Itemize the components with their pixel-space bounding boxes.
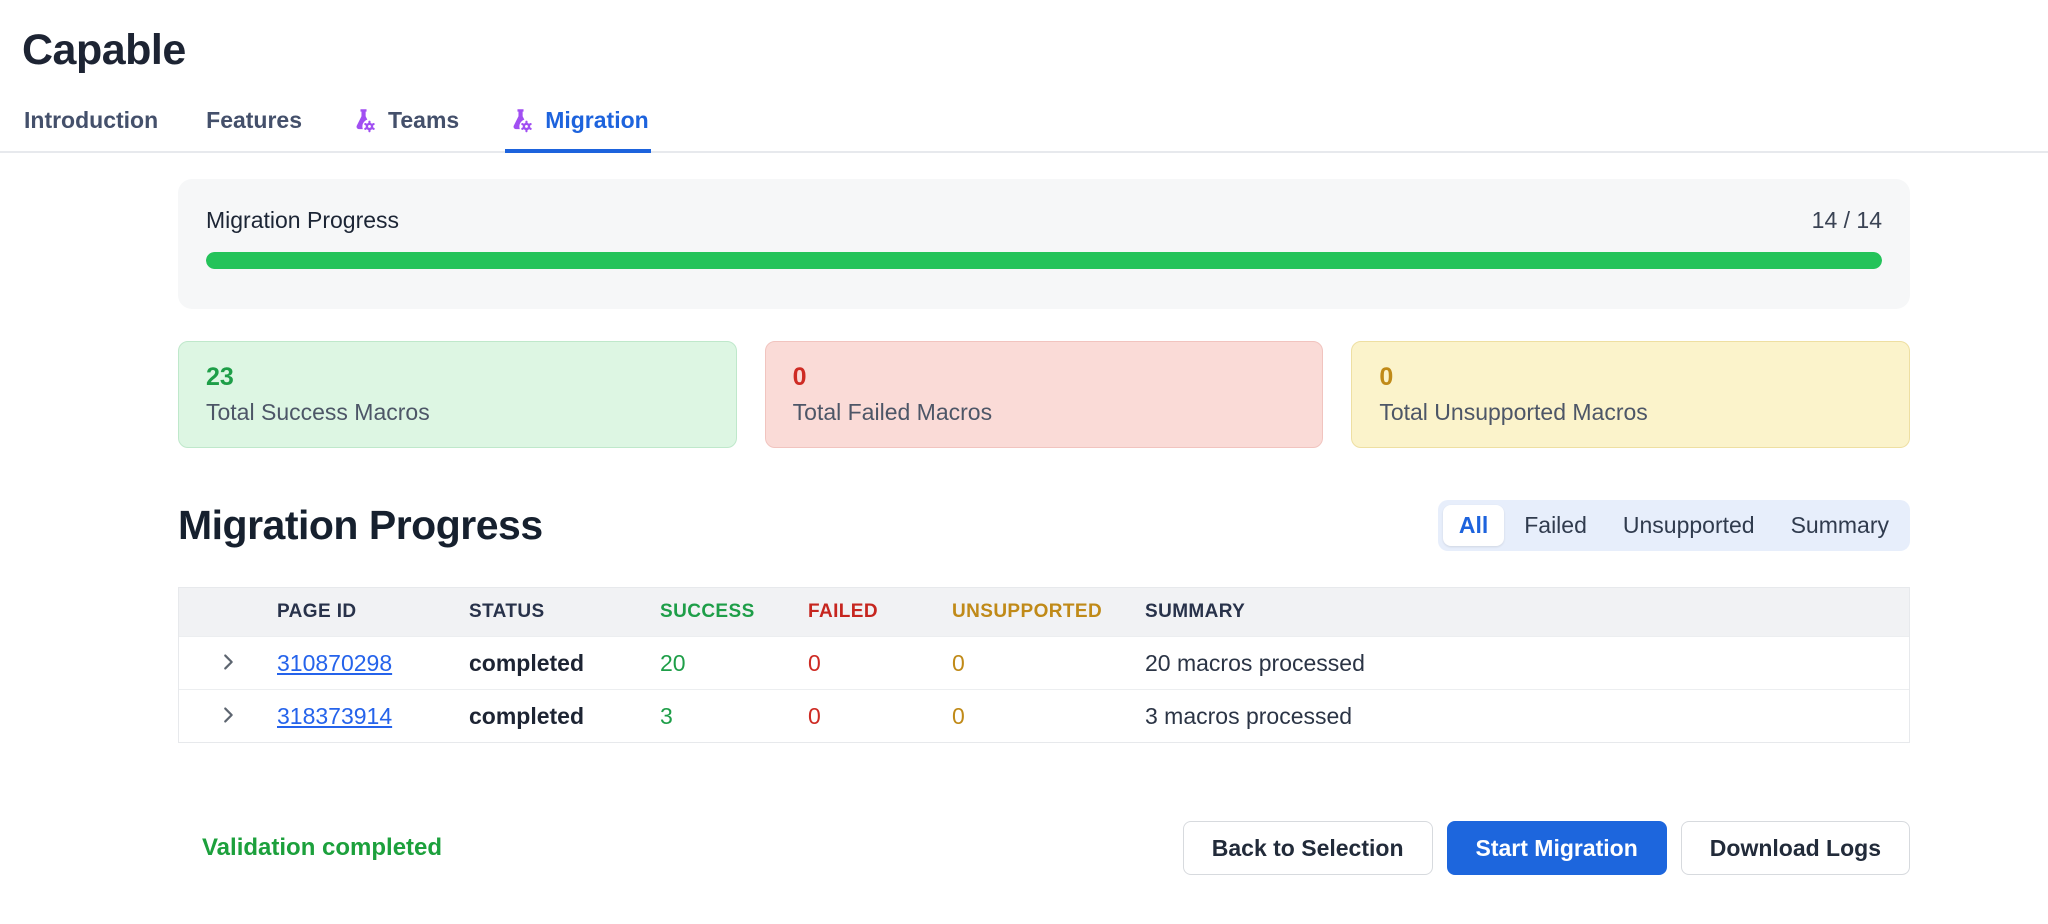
stat-card-success: 23 Total Success Macros <box>178 341 737 448</box>
col-header-success: SUCCESS <box>660 601 755 622</box>
main-content: Migration Progress 14 / 14 23 Total Succ… <box>178 179 1910 875</box>
migration-table: PAGE ID STATUS SUCCESS FAILED UNSUPPORTE… <box>178 587 1910 743</box>
status-cell: completed <box>469 649 585 676</box>
section-title: Migration Progress <box>178 502 543 548</box>
stat-value: 23 <box>206 363 234 391</box>
progress-count: 14 / 14 <box>1811 207 1882 233</box>
page-id-link[interactable]: 310870298 <box>277 649 393 676</box>
tab-bar: Introduction Features Teams Migration <box>0 101 2048 153</box>
page-id-link[interactable]: 318373914 <box>277 702 393 729</box>
stat-label: Total Success Macros <box>206 399 430 425</box>
tab-label: Migration <box>545 107 649 133</box>
col-header-failed: FAILED <box>808 601 878 622</box>
migration-progress-card: Migration Progress 14 / 14 <box>178 179 1910 309</box>
summary-cell: 3 macros processed <box>1145 702 1353 729</box>
table-row: 318373914 completed 3 0 0 3 macros proce… <box>179 689 1909 742</box>
filter-failed[interactable]: Failed <box>1524 512 1587 538</box>
success-cell: 3 <box>660 702 673 729</box>
status-cell: completed <box>469 702 585 729</box>
table-row: 310870298 completed 20 0 0 20 macros pro… <box>179 636 1909 689</box>
failed-cell: 0 <box>808 649 821 676</box>
flask-gear-icon <box>507 107 534 134</box>
back-to-selection-button[interactable]: Back to Selection <box>1182 821 1433 875</box>
footer-bar: Validation completed Back to Selection S… <box>178 821 1910 875</box>
stat-value: 0 <box>792 363 807 391</box>
tab-introduction[interactable]: Introduction <box>22 101 160 153</box>
table-header-row: PAGE ID STATUS SUCCESS FAILED UNSUPPORTE… <box>179 588 1909 636</box>
col-header-unsupported: UNSUPPORTED <box>952 601 1103 622</box>
app-header: Capable <box>0 0 2048 75</box>
stat-card-unsupported: 0 Total Unsupported Macros <box>1351 341 1910 448</box>
failed-cell: 0 <box>808 702 821 729</box>
progress-bar-fill <box>206 252 1882 269</box>
col-header-page-id: PAGE ID <box>277 601 357 622</box>
stat-label: Total Failed Macros <box>792 399 993 425</box>
success-cell: 20 <box>660 649 686 676</box>
progress-bar-track <box>206 252 1882 269</box>
tab-teams[interactable]: Teams <box>348 101 461 153</box>
tab-label: Features <box>206 107 303 133</box>
filter-unsupported[interactable]: Unsupported <box>1622 512 1755 538</box>
download-logs-button[interactable]: Download Logs <box>1680 821 1910 875</box>
filter-summary[interactable]: Summary <box>1790 512 1889 538</box>
tab-migration[interactable]: Migration <box>505 101 651 153</box>
tab-features[interactable]: Features <box>204 101 304 153</box>
flask-gear-icon <box>350 107 377 134</box>
filter-segmented-control: All Failed Unsupported Summary <box>1437 500 1910 551</box>
stat-cards-row: 23 Total Success Macros 0 Total Failed M… <box>178 341 1910 448</box>
col-header-status: STATUS <box>469 601 545 622</box>
stat-label: Total Unsupported Macros <box>1379 399 1648 425</box>
start-migration-button[interactable]: Start Migration <box>1446 821 1667 875</box>
unsupported-cell: 0 <box>952 702 965 729</box>
summary-cell: 20 macros processed <box>1145 649 1365 676</box>
row-expand-button[interactable] <box>213 647 243 680</box>
stat-card-failed: 0 Total Failed Macros <box>764 341 1324 448</box>
progress-card-label: Migration Progress <box>206 207 400 233</box>
col-header-summary: SUMMARY <box>1145 601 1246 622</box>
tab-label: Introduction <box>24 107 159 133</box>
filter-all[interactable]: All <box>1442 505 1505 546</box>
chevron-right-icon <box>217 704 239 729</box>
stat-value: 0 <box>1379 363 1394 391</box>
row-expand-button[interactable] <box>213 700 243 733</box>
unsupported-cell: 0 <box>952 649 965 676</box>
chevron-right-icon <box>217 651 239 676</box>
app-title: Capable <box>22 26 186 74</box>
validation-status: Validation completed <box>202 834 443 861</box>
tab-label: Teams <box>388 107 460 133</box>
